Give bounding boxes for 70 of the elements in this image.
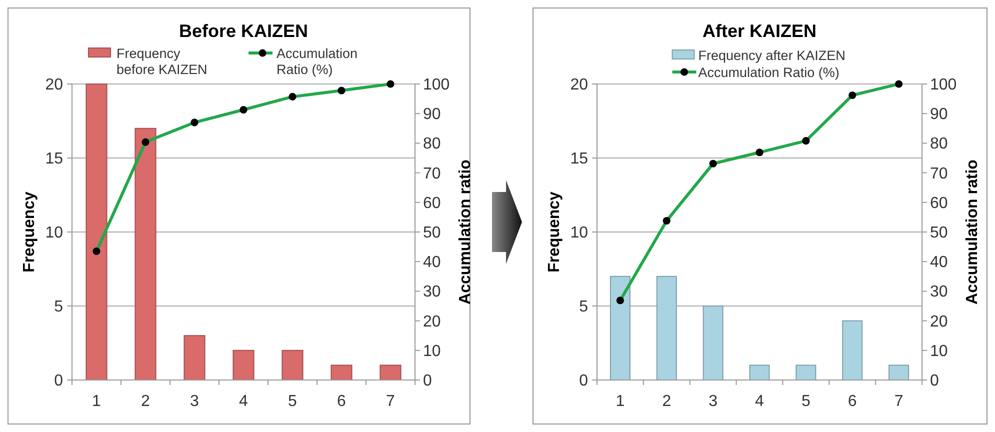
bar xyxy=(282,350,304,380)
chart-title: Before KAIZEN xyxy=(178,21,308,41)
y2-tick-label: 40 xyxy=(930,254,948,272)
y2-tick-label: 10 xyxy=(423,342,441,360)
x-tick-label: 6 xyxy=(848,393,857,410)
x-tick-label: 3 xyxy=(708,393,718,410)
legend-label: Accumulation Ratio (%) xyxy=(698,65,840,80)
y2-tick-label: 0 xyxy=(930,372,939,390)
y2-tick-label: 30 xyxy=(423,284,441,301)
y2-tick-label: 60 xyxy=(930,194,948,212)
bar xyxy=(86,84,108,380)
bar xyxy=(610,276,630,380)
y-tick-label: 15 xyxy=(570,150,588,168)
y2-tick-label: 60 xyxy=(423,194,441,212)
bar xyxy=(749,364,770,380)
x-tick-label: 7 xyxy=(386,393,396,410)
x-tick-label: 5 xyxy=(288,393,298,410)
y-tick-label: 15 xyxy=(45,150,64,168)
bar xyxy=(330,364,352,380)
bar xyxy=(656,276,677,380)
y2-tick-label: 20 xyxy=(423,313,441,330)
bar xyxy=(380,364,402,380)
y2-tick-label: 100 xyxy=(423,76,450,94)
y2-tick-label: 20 xyxy=(930,313,948,330)
y2-tick-label: 30 xyxy=(930,284,948,301)
x-tick-label: 7 xyxy=(894,393,904,410)
bar xyxy=(184,335,206,380)
y-tick-label: 20 xyxy=(45,76,64,94)
x-tick-label: 1 xyxy=(92,393,102,410)
bar xyxy=(796,364,816,380)
y-axis-title: Frequency xyxy=(21,191,38,272)
legend-label: Frequency after KAIZEN xyxy=(698,48,846,63)
x-tick-label: 3 xyxy=(190,393,200,410)
x-tick-label: 5 xyxy=(801,393,810,410)
x-tick-label: 2 xyxy=(141,393,150,410)
y-tick-label: 0 xyxy=(54,372,64,390)
y2-tick-label: 0 xyxy=(423,372,432,390)
bar xyxy=(842,320,863,380)
y2-tick-label: 40 xyxy=(423,254,441,272)
y-tick-label: 5 xyxy=(54,298,64,316)
bar xyxy=(702,306,724,380)
y2-tick-label: 80 xyxy=(930,136,948,153)
y2-tick-label: 80 xyxy=(423,136,441,153)
y2-tick-label: 90 xyxy=(930,106,948,124)
y-tick-label: 10 xyxy=(570,224,588,242)
y2-tick-label: 100 xyxy=(930,76,957,94)
y2-axis-title: Accumulation ratio xyxy=(964,159,981,304)
y2-tick-label: 50 xyxy=(423,224,441,242)
x-tick-label: 2 xyxy=(662,393,672,410)
bar xyxy=(232,350,254,380)
y2-axis-title: Accumulation ratio xyxy=(457,159,474,304)
bar xyxy=(888,364,910,380)
y2-tick-label: 50 xyxy=(930,224,948,242)
chart-title: After KAIZEN xyxy=(702,21,817,41)
bar xyxy=(134,128,156,380)
y-tick-label: 5 xyxy=(579,298,588,316)
legend-label: Accumulation Ratio (%) xyxy=(276,46,358,77)
x-tick-label: 4 xyxy=(755,393,764,410)
x-tick-label: 6 xyxy=(337,393,346,410)
y2-tick-label: 90 xyxy=(423,106,441,124)
y-tick-label: 20 xyxy=(570,76,588,94)
y2-tick-label: 70 xyxy=(930,165,948,182)
y2-tick-label: 70 xyxy=(423,165,441,182)
y2-tick-label: 10 xyxy=(930,342,948,360)
y-tick-label: 0 xyxy=(579,372,588,390)
x-tick-label: 1 xyxy=(616,393,625,410)
y-axis-title: Frequency xyxy=(546,191,563,272)
y-tick-label: 10 xyxy=(45,224,64,242)
legend-label: Frequency before KAIZEN xyxy=(116,46,208,77)
x-tick-label: 4 xyxy=(239,393,248,410)
